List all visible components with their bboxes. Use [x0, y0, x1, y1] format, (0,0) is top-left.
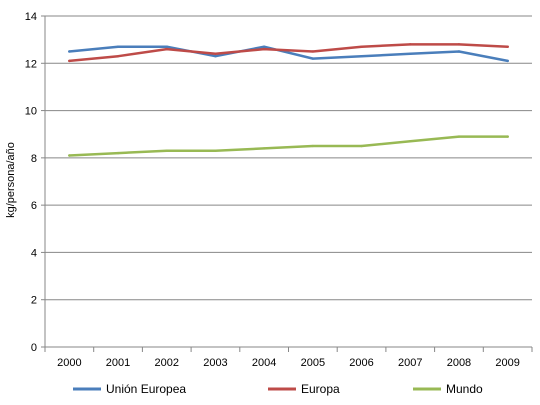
- x-tick-label: 2007: [398, 357, 422, 369]
- data-point: [116, 54, 120, 58]
- data-point: [262, 45, 266, 48]
- y-tick-label: 8: [31, 153, 37, 165]
- series-line-1: [68, 45, 509, 63]
- x-tick-label: 2008: [447, 357, 471, 369]
- data-point: [116, 45, 120, 48]
- data-point: [116, 151, 120, 155]
- data-point: [409, 43, 412, 46]
- axes: [41, 15, 533, 352]
- series-lines: [68, 43, 509, 157]
- x-tick-label: 2000: [57, 357, 81, 369]
- data-point: [360, 144, 363, 148]
- data-point: [360, 54, 363, 58]
- x-tick-label: 2002: [155, 357, 179, 369]
- x-tick-labels: 2000 2001 2002 2003 2004 2005 2006 2007 2008 2009: [57, 357, 520, 369]
- legend: Unión Europea Europa Mundo: [73, 382, 483, 396]
- y-tick-label: 14: [25, 11, 37, 23]
- y-tick-label: 12: [25, 58, 37, 70]
- data-point: [506, 59, 509, 63]
- data-point: [506, 135, 509, 138]
- y-tick-label: 2: [31, 295, 37, 307]
- data-point: [409, 140, 412, 143]
- x-tick-label: 2006: [349, 357, 373, 369]
- x-tick-label: 2003: [203, 357, 227, 369]
- data-point: [506, 45, 509, 48]
- y-tick-label: 0: [31, 342, 37, 354]
- data-point: [165, 45, 168, 48]
- data-point: [311, 144, 315, 148]
- x-tick-label: 2004: [252, 357, 276, 369]
- data-point: [409, 52, 412, 56]
- y-tick-label: 4: [31, 247, 37, 259]
- legend-label: Mundo: [446, 382, 483, 396]
- data-point: [457, 43, 461, 46]
- data-point: [165, 149, 168, 152]
- data-point: [214, 149, 217, 152]
- series-line-2: [68, 43, 509, 63]
- x-tick-label: 2005: [301, 357, 325, 369]
- x-tick-label: 2001: [106, 357, 130, 369]
- y-tick-labels: 0 2 4 6 8 10 12 14: [25, 11, 37, 354]
- data-point: [457, 135, 461, 138]
- data-point: [311, 50, 315, 53]
- gridlines: [45, 15, 532, 301]
- y-tick-label: 6: [31, 200, 37, 212]
- data-point: [457, 50, 461, 53]
- data-point: [262, 147, 266, 150]
- data-point: [360, 45, 363, 48]
- data-point: [311, 57, 315, 60]
- y-axis-label: kg/persona/año: [5, 142, 17, 218]
- legend-label: Europa: [301, 382, 340, 396]
- data-point: [165, 47, 168, 51]
- x-tick-label: 2009: [495, 357, 519, 369]
- data-point: [68, 59, 71, 63]
- data-point: [214, 54, 217, 58]
- y-tick-label: 10: [25, 106, 37, 118]
- data-point: [262, 47, 266, 51]
- data-point: [68, 50, 71, 53]
- legend-label: Unión Europea: [106, 382, 186, 396]
- series-line-3: [68, 135, 509, 157]
- data-point: [214, 52, 217, 56]
- data-point: [68, 154, 71, 157]
